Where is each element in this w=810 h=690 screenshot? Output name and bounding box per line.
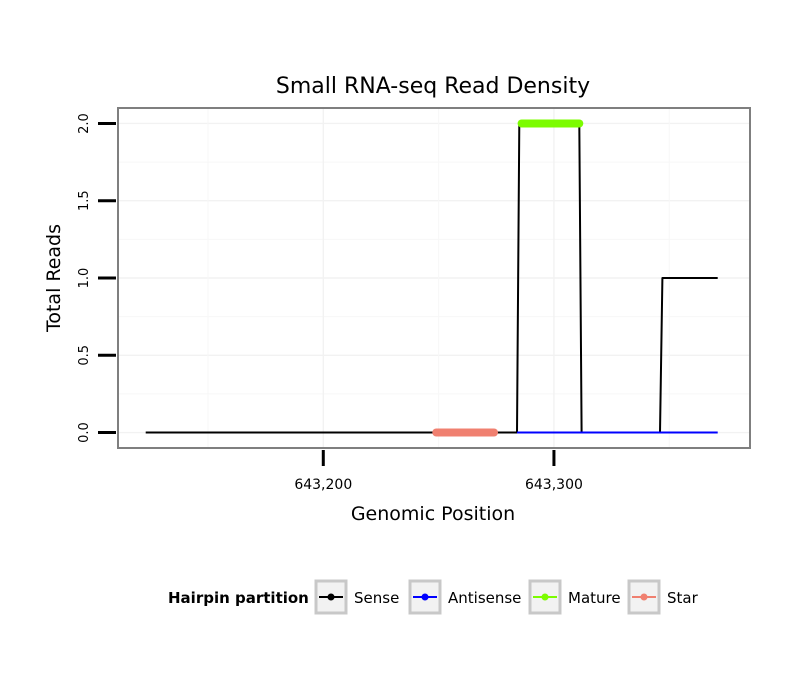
legend-title: Hairpin partition [168,589,309,607]
legend-label-antisense: Antisense [448,589,521,607]
chart-title: Small RNA-seq Read Density [276,74,590,99]
legend: Hairpin partition Sense Antisense Mature St… [168,579,699,615]
series-layer [145,119,718,437]
x-tick-label: 643,300 [525,477,583,493]
y-tick-label: 0.5 [77,345,92,366]
y-tick-label: 1.5 [77,190,92,211]
legend-label-sense: Sense [354,589,399,607]
x-axis-label: Genomic Position [351,503,515,525]
x-tick-label: 643,200 [294,477,352,493]
series-line-sense [145,122,718,434]
y-tick-label: 1.0 [77,268,92,289]
y-tick-label: 2.0 [77,113,92,134]
legend-key-dot [327,593,335,601]
legend-key-dot [421,593,429,601]
legend-key-dot [541,593,549,601]
plot-panel-border [117,107,751,449]
legend-label-mature: Mature [568,589,621,607]
axes: 0.0 0.5 1.0 1.5 2.0 643,200 643,300 [77,113,583,493]
legend-label-star: Star [667,589,699,607]
y-tick-label: 0.0 [77,422,92,443]
legend-key-dot [640,593,648,601]
y-axis-label: Total Reads [43,224,65,333]
